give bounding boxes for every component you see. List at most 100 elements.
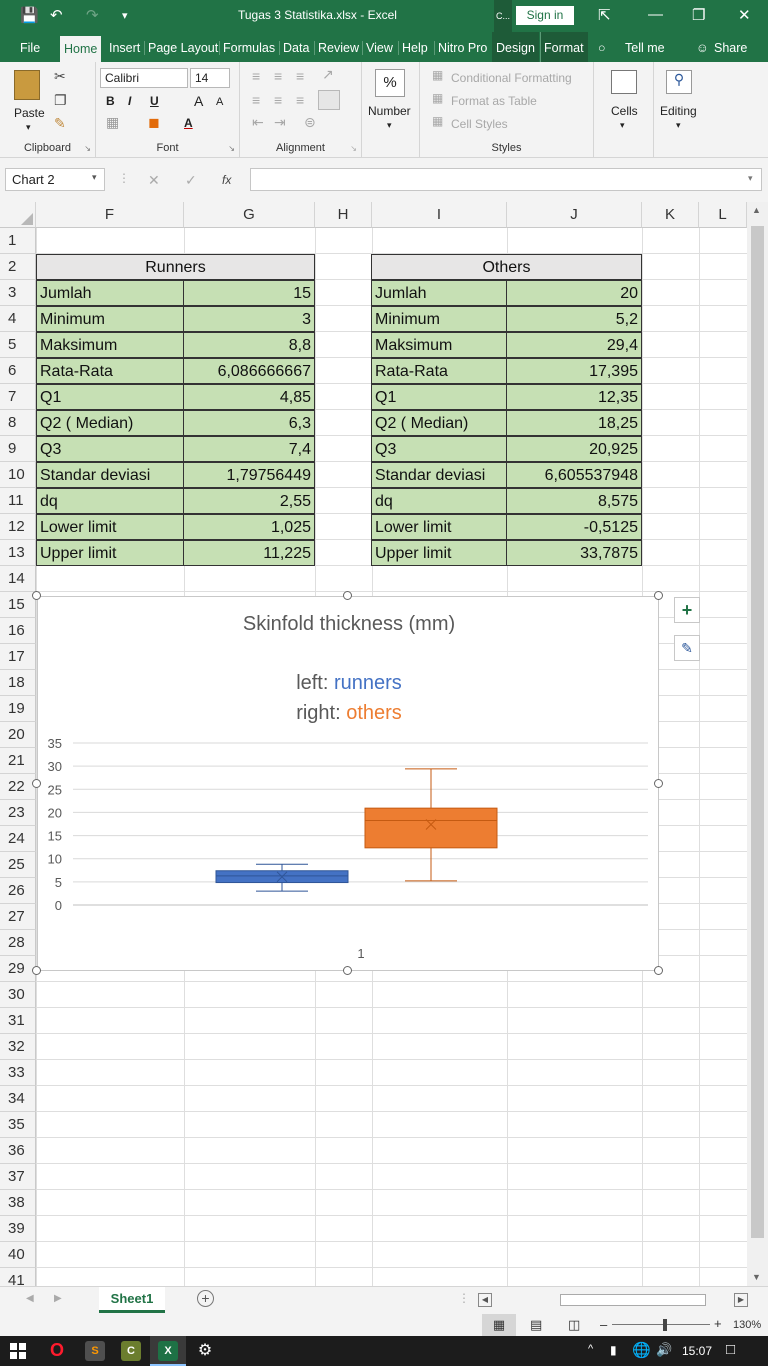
row-header-35[interactable]: 35 xyxy=(0,1112,36,1138)
chart-resize-handle[interactable] xyxy=(32,778,41,788)
scroll-up-icon[interactable]: ▲ xyxy=(752,205,761,215)
row-header-14[interactable]: 14 xyxy=(0,566,36,592)
sublime-icon[interactable]: S xyxy=(85,1341,105,1361)
row-header-10[interactable]: 10 xyxy=(0,462,36,488)
alignment-launcher-icon[interactable]: ↘ xyxy=(350,144,357,153)
cells-icon[interactable] xyxy=(611,70,637,94)
editing-dropdown-icon[interactable]: ▾ xyxy=(676,120,681,130)
tab-data[interactable]: Data xyxy=(279,41,309,55)
others-label-cell[interactable]: Rata-Rata xyxy=(371,358,507,384)
row-header-24[interactable]: 24 xyxy=(0,826,36,852)
row-header-34[interactable]: 34 xyxy=(0,1086,36,1112)
others-label-cell[interactable]: Q1 xyxy=(371,384,507,410)
editing-button[interactable]: Editing xyxy=(660,104,697,118)
row-header-29[interactable]: 29 xyxy=(0,956,36,982)
row-header-27[interactable]: 27 xyxy=(0,904,36,930)
others-value-cell[interactable]: 29,4 xyxy=(506,332,642,358)
runners-value-cell[interactable]: 6,086666667 xyxy=(183,358,315,384)
number-dropdown-icon[interactable]: ▾ xyxy=(387,120,392,130)
restore-icon[interactable]: ❐ xyxy=(692,7,706,24)
chart-area[interactable]: Skinfold thickness (mm) left: runners righ… xyxy=(37,596,659,971)
runners-label-cell[interactable]: Jumlah xyxy=(36,280,184,306)
paste-dropdown-icon[interactable]: ▾ xyxy=(26,122,31,132)
others-label-cell[interactable]: Maksimum xyxy=(371,332,507,358)
runners-value-cell[interactable]: 3 xyxy=(183,306,315,332)
others-value-cell[interactable]: 17,395 xyxy=(506,358,642,384)
column-header-h[interactable]: H xyxy=(315,202,372,228)
fill-color-icon[interactable]: ◼ xyxy=(148,114,160,130)
chart-resize-handle[interactable] xyxy=(32,966,41,975)
ribbon-display-icon[interactable]: ⇱ xyxy=(598,7,611,24)
tab-nitro-pro[interactable]: Nitro Pro xyxy=(434,41,487,55)
others-label-cell[interactable]: Q3 xyxy=(371,436,507,462)
zoom-out-icon[interactable]: – xyxy=(600,1317,608,1332)
page-break-view-icon[interactable]: ◫ xyxy=(568,1317,581,1332)
select-all-corner[interactable] xyxy=(0,202,36,228)
formula-input[interactable] xyxy=(250,168,762,191)
row-header-31[interactable]: 31 xyxy=(0,1008,36,1034)
row-header-11[interactable]: 11 xyxy=(0,488,36,514)
column-header-k[interactable]: K xyxy=(642,202,699,228)
italic-button[interactable]: I xyxy=(128,94,132,108)
row-header-19[interactable]: 19 xyxy=(0,696,36,722)
runners-value-cell[interactable]: 8,8 xyxy=(183,332,315,358)
runners-header-cell[interactable]: Runners xyxy=(36,254,315,280)
name-box-dropdown-icon[interactable]: ▾ xyxy=(92,172,97,182)
paste-button[interactable]: Paste xyxy=(14,106,45,120)
conditional-formatting-button[interactable]: Conditional Formatting xyxy=(451,71,572,85)
enter-icon[interactable]: ✓ xyxy=(185,172,197,188)
format-painter-icon[interactable]: ✎ xyxy=(54,115,66,131)
font-launcher-icon[interactable]: ↘ xyxy=(228,144,235,153)
others-value-cell[interactable]: 20 xyxy=(506,280,642,306)
search-icon[interactable]: ⚲ xyxy=(666,70,692,94)
runners-value-cell[interactable]: 11,225 xyxy=(183,540,315,566)
normal-view-icon[interactable]: ▦ xyxy=(482,1314,516,1336)
clock[interactable]: 15:07 xyxy=(682,1344,713,1358)
row-header-37[interactable]: 37 xyxy=(0,1164,36,1190)
others-value-cell[interactable]: 6,605537948 xyxy=(506,462,642,488)
row-header-7[interactable]: 7 xyxy=(0,384,36,410)
center-icon[interactable]: ≡ xyxy=(274,92,283,108)
others-value-cell[interactable]: 5,2 xyxy=(506,306,642,332)
chart-resize-handle[interactable] xyxy=(343,591,352,600)
scroll-left-icon[interactable]: ◀ xyxy=(478,1293,492,1307)
row-header-23[interactable]: 23 xyxy=(0,800,36,826)
font-size-box[interactable]: 14 xyxy=(190,68,230,88)
row-header-9[interactable]: 9 xyxy=(0,436,36,462)
runners-label-cell[interactable]: Standar deviasi xyxy=(36,462,184,488)
row-header-5[interactable]: 5 xyxy=(0,332,36,358)
runners-value-cell[interactable]: 1,025 xyxy=(183,514,315,540)
tab-review[interactable]: Review xyxy=(314,41,359,55)
row-header-28[interactable]: 28 xyxy=(0,930,36,956)
others-value-cell[interactable]: 8,575 xyxy=(506,488,642,514)
others-value-cell[interactable]: 18,25 xyxy=(506,410,642,436)
chart-resize-handle[interactable] xyxy=(654,966,663,975)
box-plot-chart[interactable]: Skinfold thickness (mm) left: runners righ… xyxy=(38,597,660,972)
chart-resize-handle[interactable] xyxy=(654,778,663,788)
battery-icon[interactable]: ▮ xyxy=(610,1343,617,1357)
runners-label-cell[interactable]: Minimum xyxy=(36,306,184,332)
others-value-cell[interactable]: 33,7875 xyxy=(506,540,642,566)
runners-value-cell[interactable]: 4,85 xyxy=(183,384,315,410)
zoom-slider-handle[interactable] xyxy=(663,1319,667,1331)
runners-label-cell[interactable]: Q2 ( Median) xyxy=(36,410,184,436)
copy-icon[interactable]: ❐ xyxy=(54,92,67,108)
tab-design[interactable]: Design xyxy=(492,32,539,62)
others-label-cell[interactable]: Standar deviasi xyxy=(371,462,507,488)
increase-indent-icon[interactable]: ⇥ xyxy=(274,114,286,130)
customize-qat-icon[interactable]: ▾ xyxy=(122,10,128,22)
wrap-text-icon[interactable] xyxy=(318,90,340,110)
new-sheet-button[interactable]: + xyxy=(197,1290,214,1307)
font-name-box[interactable]: Calibri xyxy=(100,68,188,88)
cells-dropdown-icon[interactable]: ▾ xyxy=(620,120,625,130)
bottom-align-icon[interactable]: ≡ xyxy=(296,68,305,84)
row-header-40[interactable]: 40 xyxy=(0,1242,36,1268)
column-header-g[interactable]: G xyxy=(184,202,315,228)
name-box[interactable]: Chart 2 xyxy=(5,168,105,191)
row-header-13[interactable]: 13 xyxy=(0,540,36,566)
row-header-12[interactable]: 12 xyxy=(0,514,36,540)
grow-font-button[interactable]: A xyxy=(194,93,204,109)
windows-start-icon[interactable] xyxy=(10,1343,26,1359)
merge-center-icon[interactable]: ⊜ xyxy=(304,114,316,130)
clipboard-launcher-icon[interactable]: ↘ xyxy=(84,144,91,153)
